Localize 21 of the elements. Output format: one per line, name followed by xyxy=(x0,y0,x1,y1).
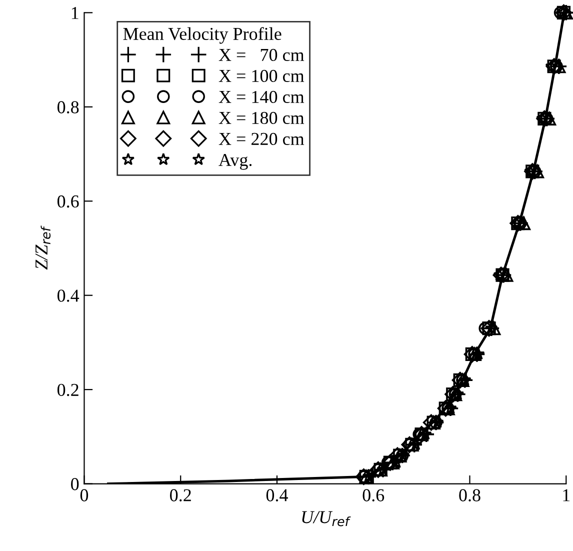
y-tick-label: 0 xyxy=(71,478,79,490)
y-tick-label: 0.6 xyxy=(57,195,79,208)
legend-label: X = 140 cm xyxy=(218,90,304,104)
x-tick-label: 0 xyxy=(80,489,88,502)
legend-label: X = 180 cm xyxy=(218,112,304,124)
legend-label: X = 70 cm xyxy=(218,48,304,62)
x-tick-label: 0.4 xyxy=(266,489,288,502)
x-tick-label: 1 xyxy=(563,489,570,502)
x-axis-title: U/U$_{ref}$ xyxy=(302,511,351,526)
y-axis-title: Z/Z$_{ref}$ xyxy=(35,226,51,270)
y-tick-label: 0.2 xyxy=(57,384,78,396)
legend-label: X = 220 cm xyxy=(218,132,304,146)
x-tick-label: 0.8 xyxy=(459,489,480,502)
legend-title: Mean Velocity Profile xyxy=(123,27,282,44)
y-tick-label: 0.4 xyxy=(57,290,80,302)
y-tick-label: 1 xyxy=(72,7,78,19)
legend-label: X = 100 cm xyxy=(218,70,304,82)
x-tick-label: 0.6 xyxy=(362,489,384,502)
x-tick-label: 0.2 xyxy=(170,489,191,502)
legend-label: Avg. xyxy=(218,154,252,170)
y-tick-label: 0.8 xyxy=(57,101,79,114)
